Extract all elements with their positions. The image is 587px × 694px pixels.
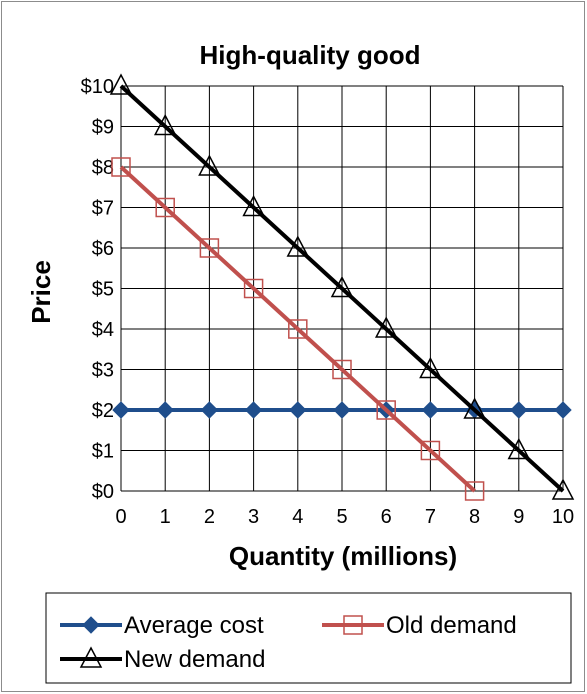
data-point [156, 401, 174, 419]
y-tick-label: $3 [92, 360, 114, 382]
data-point [374, 316, 398, 338]
x-axis-title: Quantity (millions) [229, 541, 457, 571]
data-point [463, 397, 486, 419]
y-tick-label: $7 [92, 198, 114, 220]
data-point [510, 401, 528, 419]
y-tick-labels: $0 $1 $2 $3 $4 $5 $6 $7 $8 $9 $10 [81, 76, 114, 503]
y-tick-label: $10 [81, 76, 114, 98]
series-line [119, 84, 565, 493]
legend-label: Average cost [124, 612, 264, 639]
data-point [242, 194, 265, 217]
legend-item: Old demand [322, 612, 517, 639]
data-point [200, 401, 219, 419]
x-tick-label: 9 [513, 506, 524, 528]
data-point [333, 401, 351, 419]
data-point [153, 113, 177, 136]
data-point [109, 73, 133, 95]
data-point [420, 440, 441, 461]
data-point [155, 197, 175, 218]
data-point [330, 275, 354, 298]
data-point [243, 278, 264, 299]
legend-marker [79, 646, 103, 668]
x-tick-labels: 0 1 2 3 4 5 6 7 8 9 10 [115, 506, 574, 528]
series-line [119, 165, 476, 493]
x-tick-label: 8 [469, 506, 480, 528]
y-tick-label: $4 [92, 319, 114, 341]
legend-item: Average cost [60, 612, 264, 639]
data-point [464, 481, 485, 501]
x-tick-label: 2 [204, 506, 215, 528]
legend-label: New demand [124, 646, 265, 673]
y-tick-label: $8 [92, 157, 114, 179]
series-2 [109, 73, 575, 500]
legend-marker [343, 615, 363, 635]
legend-marker [82, 616, 100, 634]
data-point [198, 154, 221, 176]
x-tick-label: 4 [292, 506, 303, 528]
y-tick-label: $2 [92, 400, 114, 422]
x-tick-label: 1 [160, 506, 171, 528]
x-tick-label: 10 [552, 506, 574, 528]
y-tick-label: $0 [92, 481, 114, 503]
data-point [421, 401, 440, 419]
x-tick-label: 3 [248, 506, 259, 528]
chart-title: High-quality good [200, 40, 421, 70]
y-tick-label: $5 [92, 279, 114, 301]
data-point [244, 401, 263, 419]
data-point [288, 319, 308, 339]
x-tick-label: 0 [115, 506, 126, 528]
x-tick-label: 6 [381, 506, 392, 528]
x-tick-label: 7 [425, 506, 436, 528]
x-tick-label: 5 [336, 506, 347, 528]
y-tick-label: $9 [92, 117, 114, 139]
data-point [507, 437, 531, 460]
data-point [554, 401, 572, 419]
y-tick-label: $6 [92, 238, 114, 260]
y-axis-title: Price [26, 260, 56, 324]
grid [120, 85, 564, 492]
data-point [289, 401, 307, 419]
series-0 [112, 401, 572, 419]
y-tick-label: $1 [92, 441, 114, 463]
legend: Average cost Old demand New demand [60, 612, 517, 673]
data-point [111, 157, 131, 177]
data-point [286, 235, 310, 257]
data-point [199, 238, 220, 258]
legend-item: New demand [60, 646, 265, 673]
data-point [332, 359, 352, 380]
series-layer [109, 73, 575, 501]
data-point [419, 356, 442, 379]
series-1 [111, 157, 485, 501]
data-point [112, 401, 130, 419]
data-point [376, 400, 396, 420]
legend-box [45, 592, 572, 684]
legend-label: Old demand [386, 612, 517, 639]
data-point [551, 478, 575, 500]
